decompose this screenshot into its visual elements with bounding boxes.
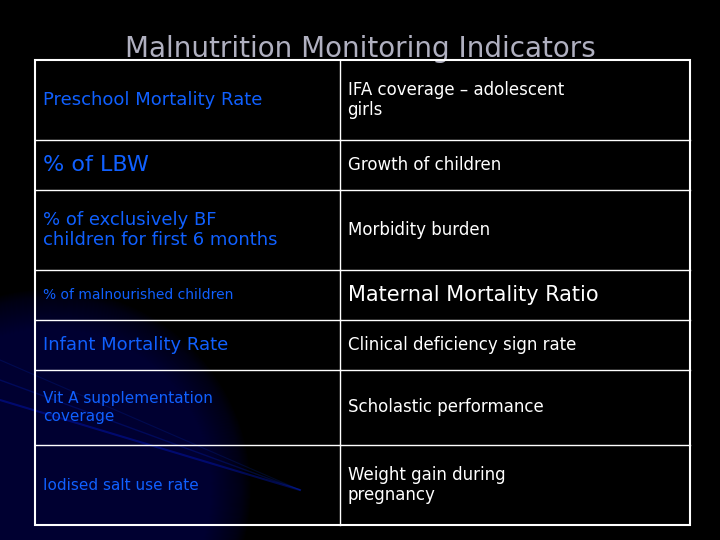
Text: Preschool Mortality Rate: Preschool Mortality Rate: [43, 91, 262, 109]
Text: Growth of children: Growth of children: [348, 156, 501, 174]
Text: Iodised salt use rate: Iodised salt use rate: [43, 477, 199, 492]
Text: Morbidity burden: Morbidity burden: [348, 221, 490, 239]
Text: Weight gain during
pregnancy: Weight gain during pregnancy: [348, 465, 505, 504]
Text: Clinical deficiency sign rate: Clinical deficiency sign rate: [348, 336, 576, 354]
Text: Scholastic performance: Scholastic performance: [348, 399, 544, 416]
Text: Vit A supplementation
coverage: Vit A supplementation coverage: [43, 392, 213, 424]
Text: Malnutrition Monitoring Indicators: Malnutrition Monitoring Indicators: [125, 35, 595, 63]
Text: IFA coverage – adolescent
girls: IFA coverage – adolescent girls: [348, 80, 564, 119]
Text: Maternal Mortality Ratio: Maternal Mortality Ratio: [348, 285, 598, 305]
Text: % of exclusively BF
children for first 6 months: % of exclusively BF children for first 6…: [43, 211, 277, 249]
Bar: [35, 60, 690, 525]
Text: % of malnourished children: % of malnourished children: [43, 288, 233, 302]
Text: Infant Mortality Rate: Infant Mortality Rate: [43, 336, 228, 354]
Text: % of LBW: % of LBW: [43, 155, 149, 175]
